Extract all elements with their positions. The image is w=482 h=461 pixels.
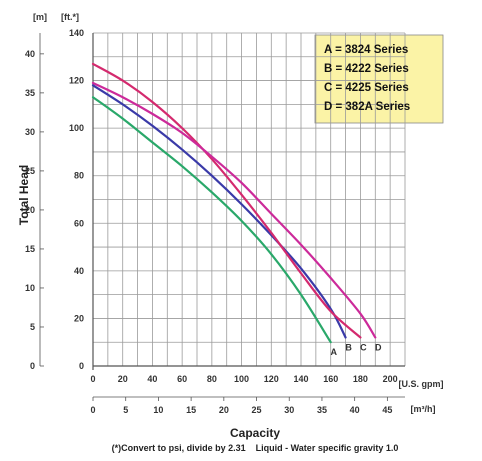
- y-tick-m: 0: [30, 361, 35, 371]
- series-line-c: [91, 62, 362, 339]
- x-tick-gpm: 20: [118, 374, 128, 384]
- y-tick-ft: 100: [69, 123, 84, 133]
- x-tick-m3h: 20: [219, 405, 229, 415]
- x-tick-gpm: 60: [177, 374, 187, 384]
- y-tick-m: 35: [25, 88, 35, 98]
- legend-entry-d: D = 382A Series: [324, 101, 410, 113]
- y-tick-m: 40: [25, 49, 35, 59]
- legend-box: [314, 34, 444, 124]
- legend-entry-c: C = 4225 Series: [324, 82, 409, 94]
- y-tick-m: 10: [25, 283, 35, 293]
- y-tick-ft: 140: [69, 28, 84, 38]
- x-tick-m3h: 25: [252, 405, 262, 415]
- x-tick-gpm: 120: [264, 374, 279, 384]
- x-tick-m3h: 0: [90, 405, 95, 415]
- y-tick-ft: 120: [69, 76, 84, 86]
- x-tick-gpm: 140: [293, 374, 308, 384]
- x-axis-title: Capacity: [230, 426, 280, 440]
- x-tick-m3h: 10: [153, 405, 163, 415]
- y-tick-m: 5: [30, 322, 35, 332]
- x-tick-m3h: 35: [317, 405, 327, 415]
- x-tick-gpm: 200: [383, 374, 398, 384]
- series-line-a: [91, 96, 332, 344]
- x-tick-m3h: 5: [123, 405, 128, 415]
- series-lines: [91, 62, 377, 344]
- y-tick-ft: 20: [74, 313, 84, 323]
- curve-label-c: C: [360, 342, 367, 352]
- x-tick-m3h: 45: [382, 405, 392, 415]
- footnote: (*)Convert to psi, divide by 2.31 Liquid…: [112, 443, 399, 453]
- x-unit-primary: [U.S. gpm]: [399, 379, 444, 389]
- x-tick-gpm: 100: [234, 374, 249, 384]
- curve-label-b: B: [345, 342, 352, 352]
- series-line-b: [91, 84, 347, 339]
- y-tick-m: 15: [25, 244, 35, 254]
- y-tick-m: 30: [25, 127, 35, 137]
- y-tick-m: 20: [25, 205, 35, 215]
- x-tick-m3h: 40: [350, 405, 360, 415]
- axes: [39, 33, 405, 401]
- x-unit-secondary: [m³/h]: [411, 404, 436, 414]
- y-tick-ft: 60: [74, 218, 84, 228]
- legend-entry-a: A = 3824 Series: [324, 44, 408, 56]
- legend-entry-b: B = 4222 Series: [324, 63, 409, 75]
- y-unit-right: [ft.*]: [61, 12, 79, 22]
- curve-label-a: A: [330, 347, 337, 357]
- y-tick-ft: 0: [79, 361, 84, 371]
- x-tick-gpm: 0: [90, 374, 95, 384]
- series-line-d: [91, 81, 377, 339]
- x-tick-gpm: 40: [147, 374, 157, 384]
- y-tick-ft: 80: [74, 171, 84, 181]
- x-tick-m3h: 30: [284, 405, 294, 415]
- y-tick-ft: 40: [74, 266, 84, 276]
- x-tick-m3h: 15: [186, 405, 196, 415]
- y-tick-m: 25: [25, 166, 35, 176]
- y-axis-title: Total Head: [17, 165, 31, 225]
- y-unit-left: [m]: [33, 12, 47, 22]
- x-tick-gpm: 180: [353, 374, 368, 384]
- x-tick-gpm: 80: [207, 374, 217, 384]
- curve-label-d: D: [375, 342, 382, 352]
- x-tick-gpm: 160: [323, 374, 338, 384]
